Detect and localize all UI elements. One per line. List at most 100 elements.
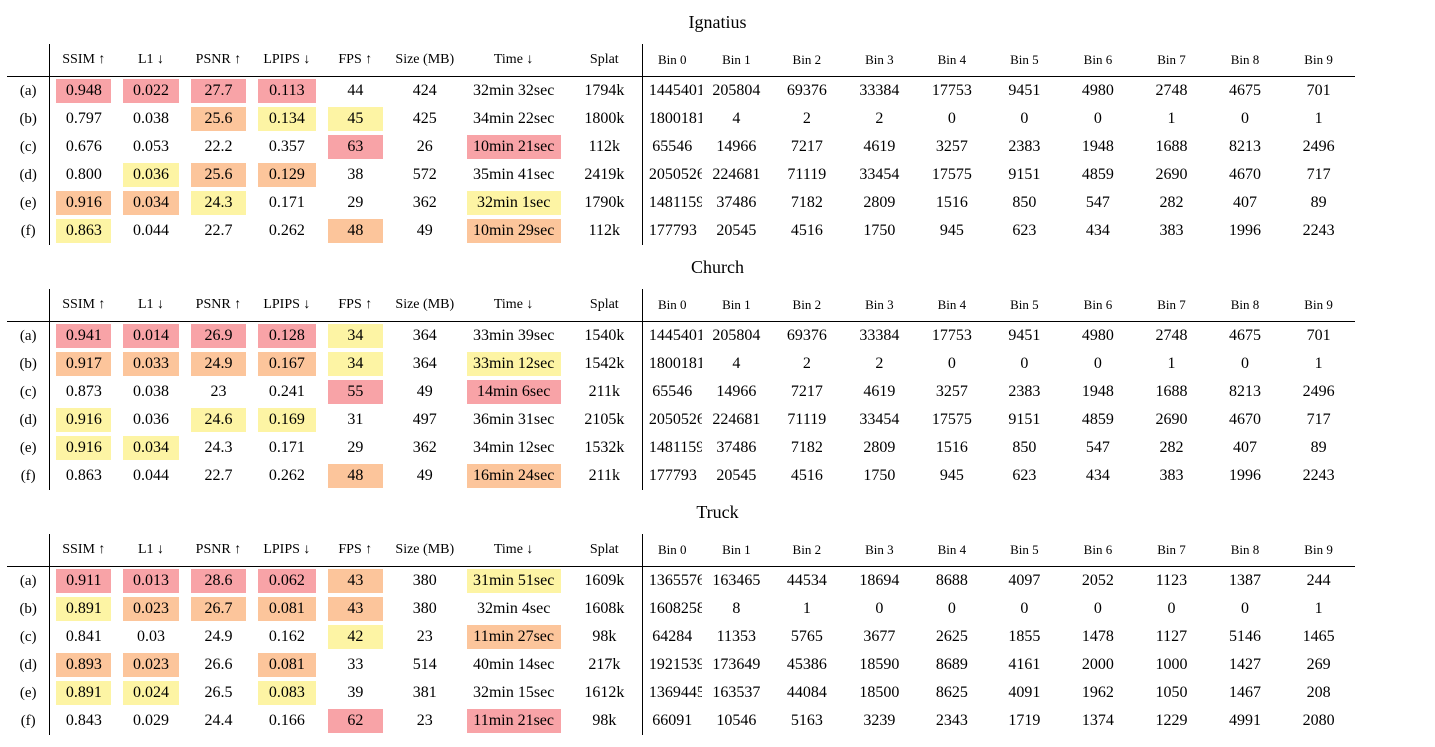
table-cell: 17575 [916,406,988,434]
cell-value: 89 [1310,439,1327,456]
table-cell: 0.262 [252,462,321,490]
table-cell: 71119 [771,406,843,434]
cell-value: 0 [1093,110,1102,127]
table-row: (d) 0.916 0.036 24.6 0.169 31 497 36min 31sec 21… [7,406,1428,434]
table-cell: 1921539 [642,651,702,679]
cell-value: 0.171 [268,194,305,211]
table-cell: 44 [322,77,389,106]
table-cell: 34 [322,350,389,378]
column-header: Bin 6 [1061,289,1135,322]
cell-value: 0.038 [133,383,170,400]
table-cell: 4675 [1208,322,1282,351]
cell-value: 112k [588,138,621,155]
highlighted-value: 31min 51sec [466,569,561,593]
table-cell: 33454 [843,406,917,434]
table-cell: 32min 4sec [461,595,567,623]
cell-value: 0.162 [268,628,305,645]
cell-value: 0 [1020,600,1029,617]
cell-value: 4675 [1229,82,1262,99]
table-cell: 0.053 [117,133,184,161]
cell-value: 4859 [1081,166,1114,183]
table-cell: 0.036 [117,406,184,434]
cell-value: 163465 [712,572,761,589]
table-cell: 2000 [1061,651,1135,679]
highlighted-value: 34 [327,324,384,348]
cell-value: 1540k [584,327,625,344]
table-cell: 64284 [642,623,701,651]
table-cell: 31 [322,406,389,434]
row-label: (a) [7,321,51,350]
table-cell: 1855 [988,623,1062,651]
table-cell: 5146 [1208,623,1282,651]
table-cell: 0.129 [252,161,321,189]
table-cell: 425 [389,105,461,133]
cell-value: 8213 [1229,138,1262,155]
table-cell: 364 [389,322,461,351]
cell-value: 0.044 [133,222,170,239]
cell-value: 497 [412,411,437,428]
cell-value: 36min 31sec [472,411,555,428]
table-cell: 4619 [843,133,917,161]
table-cell: 1467 [1208,679,1282,707]
cell-value: 2052 [1081,572,1114,589]
cell-value: 0.03 [137,628,166,645]
table-cell: 224681 [702,406,771,434]
table-cell: 24.4 [185,707,252,735]
table-cell: 0.162 [252,623,321,651]
column-header: Bin 7 [1134,44,1209,77]
table-cell: 4091 [988,679,1062,707]
table-cell: 33384 [843,322,917,351]
cell-value: 177793 [648,467,697,484]
cell-value: 17575 [931,411,972,428]
table-cell: 24.6 [185,406,252,434]
table-cell: 1465 [1282,623,1356,651]
table-cell: 0 [988,595,1062,623]
table-cell: 4991 [1208,707,1282,735]
cell-value: 269 [1306,656,1331,673]
table-cell: 4859 [1061,161,1135,189]
cell-value: 1921539 [648,656,702,673]
table-cell: 17575 [916,161,988,189]
cell-value: 364 [412,355,437,372]
table-cell: 1542k [566,350,643,378]
table-cell: 2748 [1135,77,1209,106]
table-cell: 205804 [702,77,771,106]
cell-value: 2105k [584,411,625,428]
table-cell: 1374 [1061,707,1135,735]
column-header: PSNR ↑ [184,534,253,567]
table-cell: 1050 [1135,679,1209,707]
cell-value: 1387 [1229,572,1262,589]
table-cell: 1369445 [642,679,702,707]
cell-value: 0.262 [268,222,305,239]
corner-cell [7,534,51,567]
cell-value: 1050 [1155,684,1188,701]
table-cell: 4980 [1061,322,1135,351]
row-label: (f) [7,462,51,490]
cell-value: 434 [1085,222,1110,239]
cell-value: 4619 [863,383,896,400]
column-header: PSNR ↑ [184,44,253,77]
table-cell: 205804 [702,322,771,351]
table-cell: 1 [771,595,843,623]
table-cell: 163465 [702,567,771,596]
cell-value: 0.029 [133,712,170,729]
table-cell: 434 [1061,462,1135,490]
column-header: L1 ↓ [117,289,185,322]
table-cell: 211k [566,462,643,490]
cell-value: 71119 [787,166,827,183]
table-cell: 0.038 [117,378,184,406]
table-row: (e) 0.916 0.034 24.3 0.171 29 362 34min 12sec 15… [7,434,1428,462]
cell-value: 2748 [1155,82,1188,99]
cell-value: 380 [412,572,437,589]
table-cell: 424 [389,77,461,106]
cell-value: 717 [1306,411,1331,428]
table-cell: 850 [988,189,1062,217]
cell-value: 0.044 [133,467,170,484]
cell-value: 425 [412,110,437,127]
cell-value: 173649 [712,656,761,673]
cell-value: 2343 [935,712,968,729]
column-header: Bin 2 [771,44,843,77]
cell-value: 49 [416,467,433,484]
highlighted-value: 14min 6sec [466,380,561,404]
